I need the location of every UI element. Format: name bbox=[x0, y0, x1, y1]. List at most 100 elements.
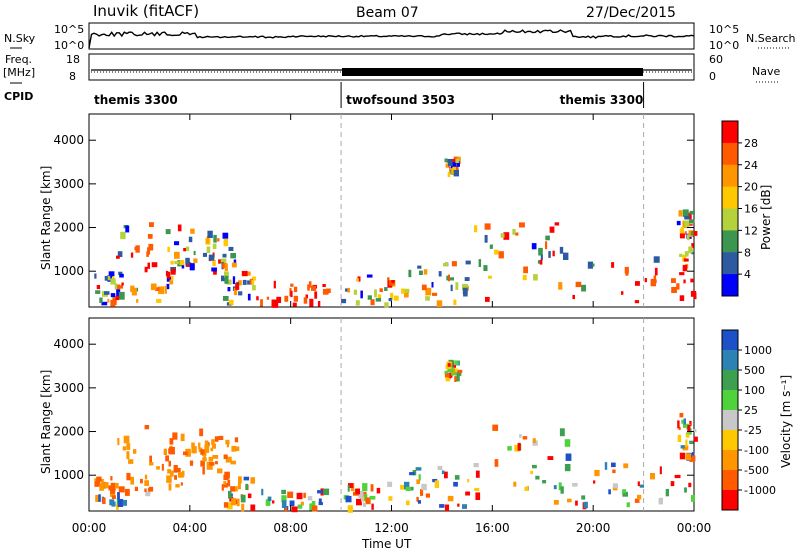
heatmap-cell bbox=[444, 504, 449, 512]
heatmap-cell bbox=[222, 263, 227, 269]
colorbar-swatch bbox=[722, 164, 738, 188]
heatmap-cell bbox=[687, 425, 691, 432]
heatmap-cell bbox=[464, 277, 470, 281]
heatmap-cell bbox=[455, 282, 459, 290]
heatmap-cell bbox=[454, 360, 459, 366]
heatmap-cell bbox=[503, 232, 510, 240]
heatmap-cell bbox=[391, 280, 395, 284]
heatmap-cell bbox=[168, 460, 171, 467]
heatmap-cell bbox=[637, 481, 640, 487]
colorbar-tick-label: -100 bbox=[744, 444, 769, 457]
colorbar-swatch bbox=[722, 390, 738, 411]
heatmap-cell bbox=[560, 486, 564, 494]
cpid-segment-label: themis 3300 bbox=[94, 93, 178, 107]
heatmap-cell bbox=[376, 487, 381, 494]
heatmap-cell bbox=[658, 497, 663, 505]
heatmap-cell bbox=[238, 476, 242, 484]
heatmap-cell bbox=[488, 275, 492, 279]
heatmap-cell bbox=[679, 452, 686, 460]
colorbar-tick-label: 8 bbox=[744, 246, 751, 259]
heatmap-cell bbox=[448, 367, 454, 373]
colorbar-tick-label: 12 bbox=[744, 224, 758, 237]
heatmap-cell bbox=[170, 260, 174, 265]
colorbar-tick-label: -1000 bbox=[744, 484, 776, 497]
heatmap-cell bbox=[158, 286, 164, 295]
heatmap-cell bbox=[685, 453, 692, 460]
heatmap-cell bbox=[114, 283, 118, 290]
heatmap-cell bbox=[228, 246, 234, 251]
heatmap-cell bbox=[208, 254, 215, 261]
heatmap-cell bbox=[452, 362, 456, 368]
heatmap-cell bbox=[273, 280, 276, 289]
heatmap-cell bbox=[223, 454, 228, 460]
heatmap-cell bbox=[438, 271, 442, 277]
heatmap-cell bbox=[677, 434, 682, 442]
heatmap-cell bbox=[166, 276, 173, 282]
heatmap-cell bbox=[228, 299, 234, 305]
heatmap-cell bbox=[485, 296, 490, 302]
velocity-colorbar-label: Velocity [m s⁻¹] bbox=[779, 375, 793, 468]
heatmap-cell bbox=[688, 248, 694, 253]
heatmap-cell bbox=[679, 295, 685, 301]
heatmap-cell bbox=[681, 419, 685, 424]
heatmap-cell bbox=[170, 268, 176, 275]
heatmap-cell bbox=[284, 507, 288, 512]
heatmap-cell bbox=[683, 423, 687, 428]
heatmap-cell bbox=[456, 369, 463, 373]
heatmap-cell bbox=[441, 470, 445, 475]
heatmap-cell bbox=[227, 287, 231, 292]
heatmap-cell bbox=[410, 486, 414, 491]
heatmap-cell bbox=[233, 486, 238, 492]
colorbar-tick-label: 1000 bbox=[744, 344, 772, 357]
heatmap-cell bbox=[309, 298, 314, 307]
heatmap-cell bbox=[498, 251, 504, 259]
heatmap-cell bbox=[626, 502, 630, 508]
heatmap-cell bbox=[309, 503, 314, 511]
heatmap-cell bbox=[540, 254, 543, 260]
heatmap-cell bbox=[671, 287, 677, 293]
heatmap-cell bbox=[123, 435, 130, 444]
heatmap-cell bbox=[370, 299, 375, 306]
heatmap-cell bbox=[357, 276, 361, 282]
heatmap-cell bbox=[552, 250, 555, 257]
heatmap-cell bbox=[685, 439, 688, 447]
colorbar-swatch bbox=[722, 490, 738, 511]
heatmap-cell bbox=[191, 446, 197, 454]
heatmap-cell bbox=[453, 299, 457, 306]
heatmap-cell bbox=[211, 439, 215, 446]
heatmap-cell bbox=[322, 289, 329, 295]
colorbar-swatch bbox=[722, 370, 738, 391]
heatmap-cell bbox=[454, 475, 460, 480]
heatmap-cell bbox=[169, 438, 174, 445]
heatmap-cell bbox=[690, 278, 694, 283]
heatmap-cell bbox=[456, 375, 460, 382]
heatmap-cell bbox=[419, 270, 423, 275]
heatmap-cell bbox=[217, 468, 223, 474]
heatmap-cell bbox=[210, 447, 214, 452]
heatmap-cell bbox=[484, 235, 488, 243]
heatmap-cell bbox=[353, 289, 357, 295]
heatmap-cell bbox=[168, 483, 172, 491]
heatmap-cell bbox=[409, 472, 415, 476]
heatmap-cell bbox=[293, 286, 298, 293]
heatmap-cell bbox=[212, 455, 219, 459]
heatmap-cell bbox=[535, 475, 540, 480]
heatmap-cell bbox=[362, 483, 368, 491]
heatmap-cell bbox=[637, 494, 642, 500]
x-tick-label: 00:00 bbox=[677, 521, 712, 535]
heatmap-cell bbox=[224, 275, 229, 284]
velocity-colorbar: 1000 500 100 25 -25 -100 -500 -1000 bbox=[721, 329, 776, 511]
heatmap-cell bbox=[404, 290, 409, 298]
nave-tick-bottom: 0 bbox=[709, 70, 716, 83]
nsky-line bbox=[88, 29, 695, 49]
heatmap-cell bbox=[371, 503, 374, 510]
heatmap-cell bbox=[198, 442, 201, 450]
heatmap-cell bbox=[190, 228, 195, 234]
heatmap-cell bbox=[165, 229, 171, 235]
heatmap-cell bbox=[537, 260, 542, 264]
heatmap-cell bbox=[323, 488, 330, 496]
heatmap-cell bbox=[231, 262, 237, 268]
heatmap-cell bbox=[693, 429, 697, 433]
heatmap-cell bbox=[400, 484, 405, 490]
heatmap-cell bbox=[387, 481, 393, 487]
